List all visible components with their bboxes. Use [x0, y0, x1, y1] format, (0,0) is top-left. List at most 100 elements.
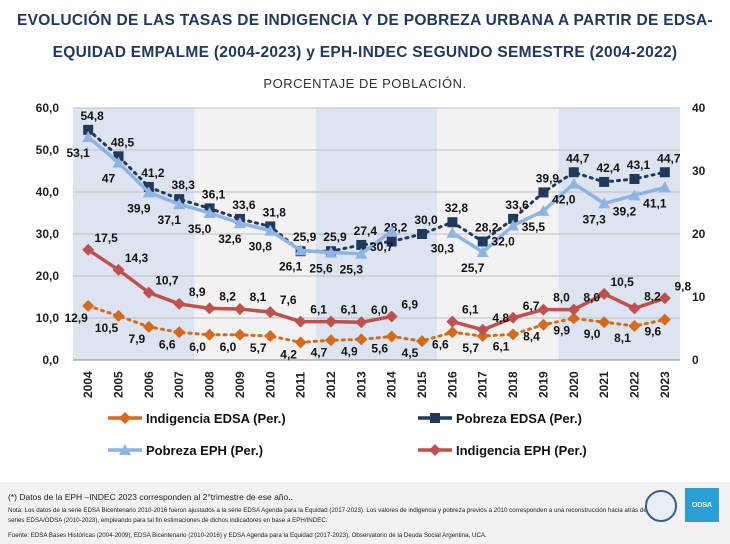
- data-label: 6,0: [189, 340, 206, 354]
- data-point-square: [447, 217, 458, 228]
- data-label: 5,6: [371, 341, 388, 355]
- data-point-diamond: [324, 334, 337, 347]
- data-point-triangle: [446, 226, 459, 238]
- x-tick-label: 2022: [627, 371, 641, 398]
- data-label: 41,2: [141, 166, 165, 180]
- data-label: 6,0: [220, 340, 237, 354]
- data-label: 30,7: [370, 240, 394, 254]
- data-point-diamond: [385, 330, 398, 343]
- data-label: 30,3: [431, 242, 455, 256]
- data-label: 53,1: [66, 146, 90, 160]
- data-label: 9,8: [674, 279, 691, 293]
- data-label: 6,7: [523, 299, 540, 313]
- data-label: 4,2: [280, 347, 297, 361]
- data-label: 6,0: [371, 303, 388, 317]
- data-point-square: [113, 151, 124, 162]
- data-label: 9,0: [584, 327, 601, 341]
- data-label: 25,9: [293, 230, 317, 244]
- x-tick-label: 2020: [567, 371, 581, 398]
- data-label: 5,7: [250, 341, 267, 355]
- data-point-triangle: [658, 181, 671, 193]
- data-point-diamond: [567, 312, 580, 325]
- data-label: 30,8: [249, 240, 273, 254]
- data-label: 32,6: [218, 232, 242, 246]
- data-label: 8,9: [189, 285, 206, 299]
- data-label: 6,9: [401, 298, 418, 312]
- data-point-diamond: [446, 315, 459, 328]
- data-point-diamond: [264, 330, 277, 343]
- data-point-diamond: [82, 243, 95, 256]
- data-point-square: [477, 236, 488, 247]
- footnote-eph: (*) Datos de la EPH –INDEC 2023 correspo…: [8, 492, 293, 502]
- data-point-triangle: [203, 207, 216, 218]
- x-tick-label: 2016: [445, 371, 459, 398]
- data-point-diamond: [203, 328, 216, 341]
- y-left-tick-label: 0,0: [42, 353, 59, 367]
- data-label: 27,4: [354, 224, 378, 238]
- y-left-tick-label: 50,0: [36, 143, 60, 157]
- data-label: 37,1: [158, 213, 182, 227]
- data-point-diamond: [628, 302, 641, 315]
- data-label: 6,1: [310, 303, 327, 317]
- data-label: 8,2: [644, 289, 661, 303]
- data-point-triangle: [355, 247, 368, 259]
- x-tick-label: 2014: [385, 371, 399, 398]
- data-label: 8,2: [219, 289, 236, 303]
- data-point-square: [599, 176, 610, 187]
- data-label: 48,5: [111, 135, 135, 149]
- data-point-diamond: [507, 311, 520, 324]
- data-label: 39,9: [127, 201, 151, 215]
- chart-subtitle: PORCENTAJE DE POBLACIÓN.: [263, 76, 467, 91]
- data-point-square: [629, 173, 640, 184]
- x-tick-label: 2018: [506, 371, 520, 398]
- x-tick-label: 2011: [294, 372, 308, 398]
- data-label: 6,6: [159, 337, 176, 351]
- data-label: 25,9: [323, 230, 347, 244]
- data-point-diamond: [203, 302, 216, 315]
- data-label: 44,7: [566, 151, 590, 165]
- x-tick-label: 2015: [415, 371, 429, 398]
- data-label: 7,6: [280, 293, 297, 307]
- data-point-diamond: [658, 292, 671, 305]
- data-label: 4,5: [402, 346, 419, 360]
- data-point-square: [538, 187, 549, 198]
- data-label: 4,8: [492, 311, 509, 325]
- legend-marker-diamond: [119, 412, 131, 424]
- data-point-triangle: [628, 189, 641, 201]
- y-left-tick-label: 10,0: [36, 311, 60, 325]
- data-label: 7,9: [129, 332, 146, 346]
- data-point-diamond: [173, 297, 186, 310]
- data-point-diamond: [658, 313, 671, 326]
- footnote-source: Fuente: EDSA Bases Históricas (2004-2009…: [8, 532, 487, 539]
- chart-title: EVOLUCIÓN DE LAS TASAS DE INDIGENCIA Y D…: [17, 12, 713, 29]
- data-point-triangle: [264, 224, 277, 236]
- series-line: [86, 128, 667, 253]
- y-left-tick-label: 40,0: [36, 185, 60, 199]
- data-label: 25,3: [340, 263, 364, 277]
- data-label: 28,2: [475, 221, 499, 235]
- data-point-square: [568, 167, 579, 178]
- data-point-triangle: [537, 204, 550, 216]
- x-tick-label: 2004: [81, 371, 95, 398]
- data-point-triangle: [507, 219, 520, 231]
- data-point-diamond: [507, 328, 520, 341]
- data-point-triangle: [476, 246, 489, 258]
- data-point-square: [356, 239, 367, 250]
- legend-marker-triangle: [119, 444, 131, 455]
- data-point-diamond: [476, 323, 489, 336]
- data-label: 5,7: [462, 341, 479, 355]
- data-label: 43,1: [627, 158, 651, 172]
- x-tick-label: 2017: [476, 371, 490, 398]
- data-label: 8,0: [553, 291, 570, 305]
- data-point-diamond: [598, 287, 611, 300]
- data-point-square: [83, 124, 94, 135]
- x-tick-label: 2007: [172, 371, 186, 398]
- legend-label: Pobreza EDSA (Per.): [456, 411, 582, 426]
- data-label: 9,6: [644, 325, 661, 339]
- uca-seal-logo: [645, 490, 677, 522]
- x-tick-label: 2005: [112, 371, 126, 398]
- data-label: 42,4: [596, 161, 620, 175]
- data-point-diamond: [567, 303, 580, 316]
- legend-label: Indigencia EPH (Per.): [456, 443, 587, 458]
- y-left-tick-label: 60,0: [36, 101, 60, 115]
